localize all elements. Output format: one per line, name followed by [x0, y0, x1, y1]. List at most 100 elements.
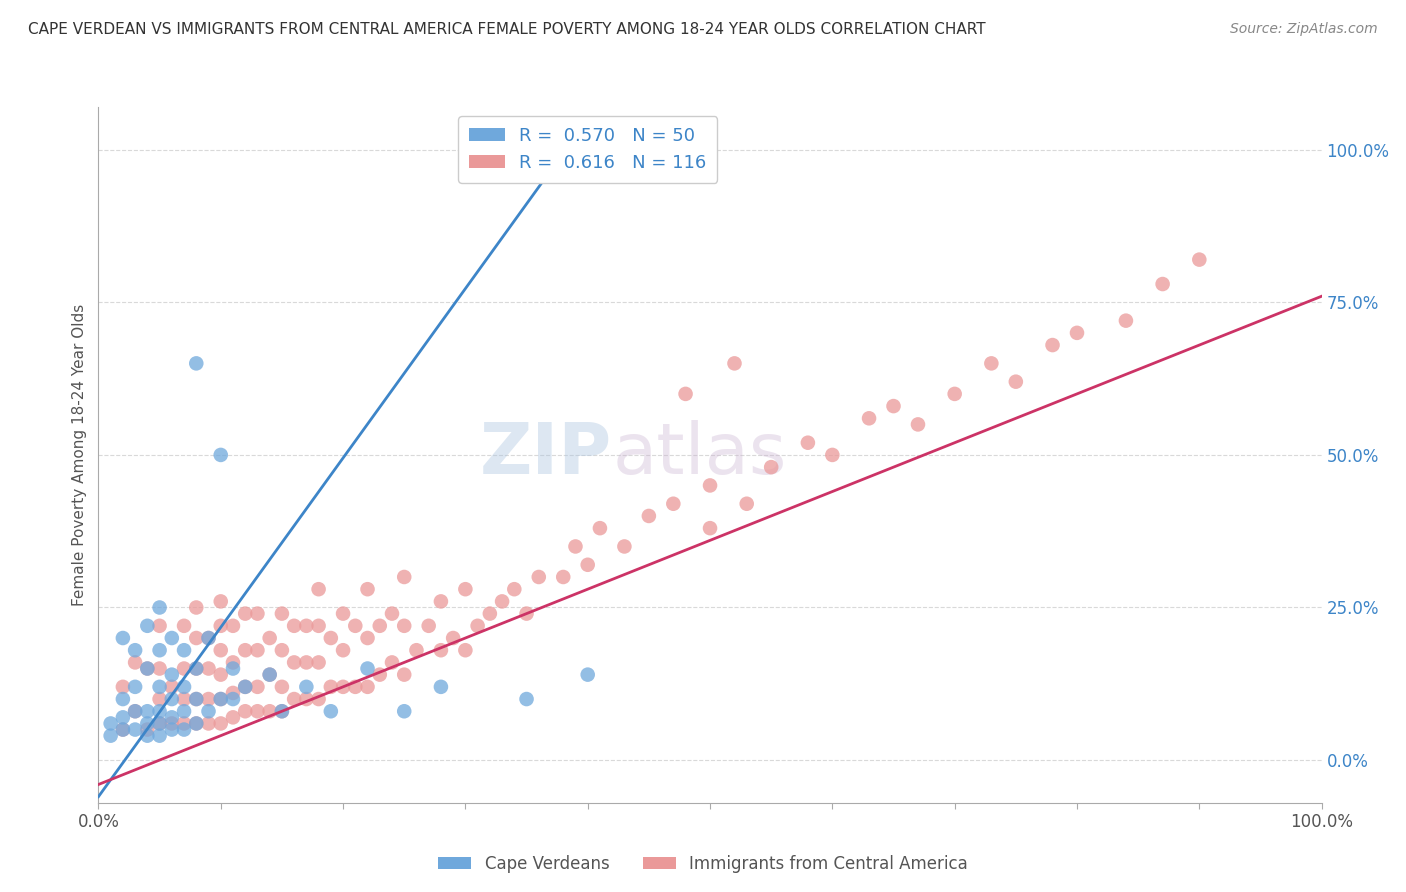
Point: [197, 661, 219, 675]
Point: [136, 716, 159, 731]
Point: [246, 643, 269, 657]
Point: [332, 643, 354, 657]
Point: [136, 661, 159, 675]
Point: [515, 607, 537, 621]
Legend: Cape Verdeans, Immigrants from Central America: Cape Verdeans, Immigrants from Central A…: [432, 848, 974, 880]
Point: [186, 661, 208, 675]
Point: [233, 607, 256, 621]
Point: [149, 704, 172, 718]
Point: [246, 704, 269, 718]
Point: [283, 619, 305, 633]
Point: [418, 619, 440, 633]
Point: [576, 667, 599, 681]
Point: [356, 661, 378, 675]
Point: [332, 680, 354, 694]
Point: [735, 497, 758, 511]
Point: [222, 619, 245, 633]
Point: [136, 729, 159, 743]
Point: [111, 710, 134, 724]
Point: [173, 716, 195, 731]
Point: [186, 631, 208, 645]
Point: [186, 716, 208, 731]
Point: [149, 716, 172, 731]
Point: [319, 631, 342, 645]
Point: [295, 680, 318, 694]
Point: [124, 656, 146, 670]
Point: [149, 643, 172, 657]
Point: [149, 661, 172, 675]
Point: [1188, 252, 1211, 267]
Point: [283, 656, 305, 670]
Point: [233, 680, 256, 694]
Point: [209, 643, 232, 657]
Point: [319, 704, 342, 718]
Point: [136, 723, 159, 737]
Point: [405, 643, 427, 657]
Point: [233, 680, 256, 694]
Point: [100, 729, 122, 743]
Point: [283, 692, 305, 706]
Point: [160, 680, 183, 694]
Point: [246, 680, 269, 694]
Point: [1115, 313, 1137, 327]
Point: [136, 704, 159, 718]
Point: [675, 387, 697, 401]
Point: [246, 607, 269, 621]
Point: [356, 582, 378, 597]
Point: [441, 631, 464, 645]
Point: [308, 656, 330, 670]
Point: [381, 656, 404, 670]
Point: [907, 417, 929, 432]
Point: [149, 600, 172, 615]
Point: [124, 723, 146, 737]
Point: [943, 387, 966, 401]
Point: [124, 704, 146, 718]
Point: [160, 723, 183, 737]
Point: [173, 643, 195, 657]
Point: [270, 704, 294, 718]
Point: [160, 631, 183, 645]
Point: [209, 667, 232, 681]
Point: [613, 540, 636, 554]
Point: [356, 680, 378, 694]
Point: [149, 692, 172, 706]
Point: [467, 619, 489, 633]
Point: [638, 508, 661, 523]
Point: [723, 356, 745, 370]
Point: [553, 570, 575, 584]
Point: [270, 680, 294, 694]
Text: CAPE VERDEAN VS IMMIGRANTS FROM CENTRAL AMERICA FEMALE POVERTY AMONG 18-24 YEAR : CAPE VERDEAN VS IMMIGRANTS FROM CENTRAL …: [28, 22, 986, 37]
Point: [160, 667, 183, 681]
Point: [100, 716, 122, 731]
Point: [392, 619, 416, 633]
Point: [173, 723, 195, 737]
Point: [209, 692, 232, 706]
Point: [368, 619, 391, 633]
Point: [478, 607, 501, 621]
Point: [564, 540, 586, 554]
Point: [430, 643, 453, 657]
Text: atlas: atlas: [612, 420, 786, 490]
Point: [356, 631, 378, 645]
Point: [186, 716, 208, 731]
Point: [344, 680, 367, 694]
Point: [186, 692, 208, 706]
Point: [259, 631, 281, 645]
Point: [209, 692, 232, 706]
Point: [136, 661, 159, 675]
Point: [259, 667, 281, 681]
Point: [270, 643, 294, 657]
Point: [173, 619, 195, 633]
Point: [381, 607, 404, 621]
Point: [332, 607, 354, 621]
Point: [173, 692, 195, 706]
Point: [576, 558, 599, 572]
Point: [454, 582, 477, 597]
Point: [197, 631, 219, 645]
Point: [111, 631, 134, 645]
Point: [308, 582, 330, 597]
Point: [209, 619, 232, 633]
Point: [149, 716, 172, 731]
Point: [124, 704, 146, 718]
Y-axis label: Female Poverty Among 18-24 Year Olds: Female Poverty Among 18-24 Year Olds: [72, 304, 87, 606]
